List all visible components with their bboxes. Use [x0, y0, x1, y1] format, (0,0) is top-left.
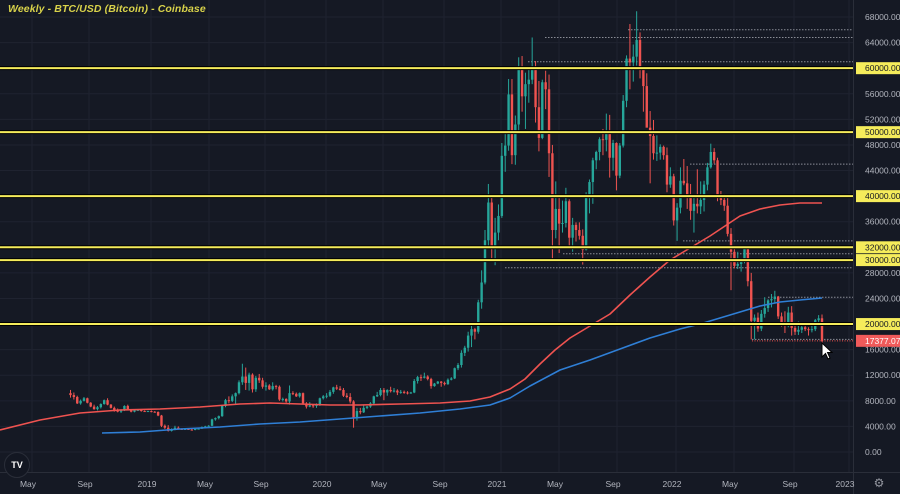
- price-tick-label: 4000.00: [865, 421, 896, 431]
- current-price-label: 17377.07: [865, 336, 900, 346]
- level-price-label: 60000.00: [865, 63, 900, 73]
- level-price-badge: [856, 126, 900, 139]
- price-tick-label: 48000.00: [865, 140, 900, 150]
- pointer-cursor-icon: [821, 341, 834, 365]
- level-price-label: 30000.00: [865, 255, 900, 265]
- price-tick-label: 24000.00: [865, 293, 900, 303]
- time-axis-label: Sep: [605, 479, 620, 489]
- level-price-label: 40000.00: [865, 191, 900, 201]
- time-axis-label: Sep: [432, 479, 447, 489]
- time-axis-label: May: [371, 479, 388, 489]
- price-tick-label: 36000.00: [865, 217, 900, 227]
- ma-red-line: [0, 202, 822, 431]
- time-axis-label: Sep: [782, 479, 797, 489]
- price-tick-label: 64000.00: [865, 38, 900, 48]
- price-tick-label: 28000.00: [865, 268, 900, 278]
- time-axis-label: Sep: [253, 479, 268, 489]
- level-price-badge: [856, 62, 900, 75]
- ma-blue-line: [101, 297, 823, 434]
- level-price-badge: [856, 241, 900, 254]
- level-price-badge: [856, 254, 900, 267]
- candles: [69, 11, 824, 432]
- time-axis-label: May: [20, 479, 37, 489]
- time-axis-label: May: [197, 479, 214, 489]
- chart-title: Weekly - BTC/USD (Bitcoin) - Coinbase: [8, 3, 206, 15]
- price-tick-label: 0.00: [865, 447, 882, 457]
- price-tick-label: 16000.00: [865, 345, 900, 355]
- level-price-label: 50000.00: [865, 127, 900, 137]
- price-tick-label: 44000.00: [865, 166, 900, 176]
- price-tick-label: 52000.00: [865, 114, 900, 124]
- time-axis-label: Sep: [77, 479, 92, 489]
- price-tick-label: 68000.00: [865, 12, 900, 22]
- level-price-label: 32000.00: [865, 242, 900, 252]
- price-tick-label: 56000.00: [865, 89, 900, 99]
- time-axis-label: 2021: [488, 479, 507, 489]
- time-axis-label: May: [722, 479, 739, 489]
- time-axis-label: 2022: [663, 479, 682, 489]
- time-axis-label: May: [547, 479, 564, 489]
- time-axis-label: 2023: [836, 479, 855, 489]
- level-price-label: 20000.00: [865, 319, 900, 329]
- price-tick-label: 8000.00: [865, 396, 896, 406]
- tradingview-logo-icon[interactable]: TV: [4, 452, 30, 478]
- time-axis-label: 2020: [313, 479, 332, 489]
- current-price-badge: [856, 334, 900, 347]
- level-price-badge: [856, 190, 900, 203]
- level-price-badge: [856, 318, 900, 331]
- time-axis-label: 2019: [138, 479, 157, 489]
- price-tick-label: 12000.00: [865, 370, 900, 380]
- gear-icon[interactable]: ⚙: [873, 476, 885, 490]
